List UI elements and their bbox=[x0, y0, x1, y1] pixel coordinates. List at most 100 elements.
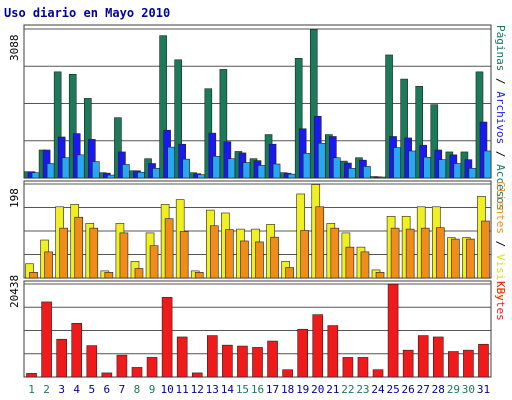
bar bbox=[194, 271, 204, 279]
bar bbox=[333, 157, 341, 179]
bar bbox=[119, 232, 129, 279]
series-legend-label: Clientes / Visitas bbox=[494, 181, 507, 300]
series-páginas bbox=[23, 29, 484, 179]
x-tick-label: 9 bbox=[149, 383, 156, 396]
bar bbox=[87, 139, 96, 179]
bar bbox=[76, 154, 85, 179]
bar bbox=[44, 251, 53, 279]
bar bbox=[68, 73, 77, 179]
bar bbox=[219, 69, 228, 179]
bar bbox=[56, 338, 67, 378]
x-tick-label: 25 bbox=[386, 383, 399, 396]
bar bbox=[149, 245, 159, 279]
bar bbox=[208, 132, 217, 179]
x-tick-label: 2 bbox=[43, 383, 50, 396]
bar bbox=[481, 220, 490, 279]
bar bbox=[451, 238, 460, 279]
bar bbox=[101, 372, 113, 378]
bar bbox=[61, 157, 70, 179]
x-tick-label: 29 bbox=[447, 383, 460, 396]
bar bbox=[252, 347, 263, 378]
bar bbox=[152, 168, 160, 179]
bar bbox=[31, 172, 40, 179]
series-legend-label: Páginas / Archivos / Accesos bbox=[494, 25, 507, 210]
bar bbox=[137, 171, 145, 179]
bar bbox=[74, 216, 84, 279]
bar bbox=[432, 336, 444, 378]
bar bbox=[26, 373, 37, 378]
panel-1: 3088 Páginas / Archivos / Accesos bbox=[8, 24, 507, 210]
bar bbox=[287, 173, 296, 179]
x-tick-label: 1 bbox=[28, 383, 35, 396]
bar bbox=[302, 153, 311, 179]
bar bbox=[297, 328, 308, 378]
bar bbox=[420, 227, 430, 279]
x-tick-label: 27 bbox=[417, 383, 430, 396]
bar bbox=[408, 150, 416, 179]
bar bbox=[415, 86, 424, 179]
legend-part: KBytes bbox=[494, 281, 507, 321]
bar bbox=[91, 161, 100, 179]
x-tick-label: 20 bbox=[311, 383, 324, 396]
x-axis-labels: 1 2 3 4 5 6 7 8 9 10 11 12 13 14 15 16 17 18 19 20 21 22 23 24 2… bbox=[28, 383, 490, 396]
bar bbox=[387, 283, 399, 378]
bar bbox=[207, 335, 218, 378]
legend-part: Visitas bbox=[494, 254, 507, 300]
bar bbox=[46, 163, 55, 179]
bar bbox=[159, 35, 167, 179]
bar bbox=[466, 238, 475, 279]
x-tick-label: 17 bbox=[266, 383, 279, 396]
y-max-label: 20438 bbox=[8, 275, 21, 308]
x-tick-label: 12 bbox=[191, 383, 204, 396]
bar bbox=[405, 228, 415, 279]
x-tick-label: 4 bbox=[73, 383, 80, 396]
bar bbox=[167, 146, 175, 179]
x-tick-label: 28 bbox=[432, 383, 445, 396]
y-max-label: 3088 bbox=[8, 35, 21, 62]
bar bbox=[71, 323, 83, 378]
bar bbox=[114, 117, 122, 179]
bar bbox=[329, 136, 337, 179]
bar bbox=[390, 227, 400, 279]
bar bbox=[237, 345, 248, 378]
legend-part: Páginas bbox=[494, 25, 507, 71]
bar bbox=[448, 351, 459, 378]
bar bbox=[240, 240, 249, 279]
bar bbox=[270, 236, 279, 279]
series-clientes bbox=[29, 206, 490, 279]
x-tick-label: 22 bbox=[341, 383, 354, 396]
legend-part: / bbox=[494, 144, 507, 164]
bar bbox=[342, 357, 354, 378]
bar bbox=[191, 372, 203, 378]
bar bbox=[257, 165, 266, 179]
bar bbox=[327, 325, 339, 378]
bar bbox=[212, 155, 221, 179]
bar bbox=[317, 142, 326, 179]
bar bbox=[453, 163, 462, 179]
bar bbox=[294, 58, 303, 179]
bar bbox=[222, 344, 233, 378]
x-tick-label: 10 bbox=[160, 383, 173, 396]
bar bbox=[267, 340, 278, 378]
x-tick-label: 11 bbox=[176, 383, 189, 396]
bar bbox=[182, 158, 190, 179]
x-tick-label: 13 bbox=[206, 383, 219, 396]
bar bbox=[463, 349, 474, 378]
bar bbox=[393, 147, 401, 179]
bar bbox=[357, 357, 369, 378]
series-kbytes bbox=[26, 283, 489, 378]
bar bbox=[164, 218, 174, 279]
bar bbox=[179, 231, 189, 279]
legend-part: Clientes bbox=[494, 181, 507, 234]
bar bbox=[104, 271, 114, 279]
bar bbox=[378, 176, 386, 179]
x-tick-label: 5 bbox=[88, 383, 95, 396]
chart-title: Uso diario en Mayo 2010 bbox=[4, 6, 170, 20]
x-tick-label: 23 bbox=[356, 383, 369, 396]
x-tick-label: 26 bbox=[402, 383, 415, 396]
bar bbox=[116, 354, 128, 378]
bar bbox=[89, 227, 99, 279]
bar bbox=[146, 357, 158, 378]
x-tick-label: 6 bbox=[104, 383, 111, 396]
series-accesos bbox=[31, 142, 492, 179]
